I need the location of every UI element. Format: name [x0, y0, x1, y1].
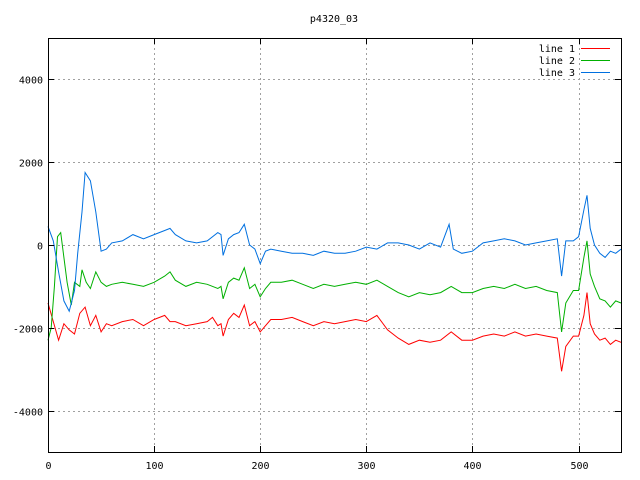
y-tick-label: -2000 — [13, 325, 43, 336]
y-tick-label: -4000 — [13, 408, 43, 419]
legend-label-2: line 2 — [539, 56, 575, 67]
axis-ticks: 0 100 200 300 400 500 -4000 -2000 0 2000 4000 — [13, 38, 621, 472]
x-tick-label: 500 — [570, 461, 588, 472]
x-tick-label: 300 — [357, 461, 375, 472]
series-line-3 — [47, 170, 622, 313]
x-tick-label: 400 — [463, 461, 481, 472]
x-tick-label: 200 — [251, 461, 269, 472]
chart-title: p4320_03 — [310, 14, 358, 25]
legend-label-1: line 1 — [539, 44, 575, 55]
series-lines — [47, 170, 622, 372]
series-line-2 — [47, 231, 622, 341]
y-tick-label: 2000 — [19, 159, 43, 170]
y-tick-label: 4000 — [19, 76, 43, 87]
grid-lines — [48, 38, 621, 452]
series-line-1 — [47, 292, 622, 372]
legend-label-3: line 3 — [539, 68, 575, 79]
x-tick-label: 100 — [145, 461, 163, 472]
y-tick-label: 0 — [37, 242, 43, 253]
x-tick-label: 0 — [45, 461, 51, 472]
